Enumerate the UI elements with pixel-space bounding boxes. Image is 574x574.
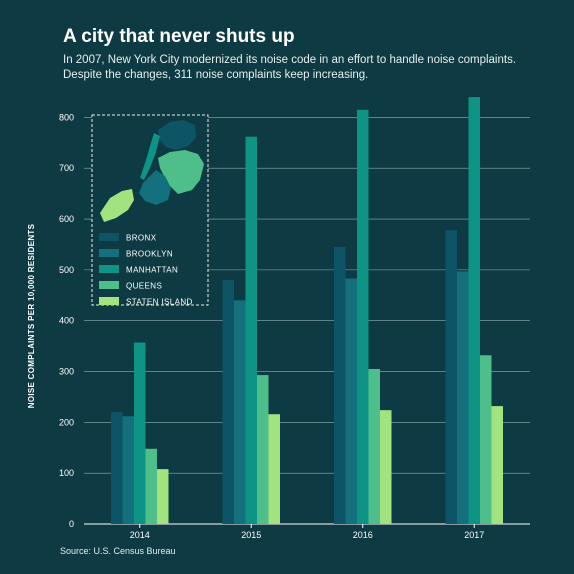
bar-manhattan-2017 bbox=[468, 97, 480, 525]
legend-label: BRONX bbox=[126, 234, 157, 243]
bar-bronx-2015 bbox=[222, 280, 234, 524]
subtitle-line-1: In 2007, New York City modernized its no… bbox=[63, 54, 517, 66]
nyc-borough-map bbox=[100, 120, 204, 222]
x-tick-label: 2015 bbox=[241, 530, 261, 540]
legend-swatch bbox=[99, 297, 119, 305]
y-tick-label: 300 bbox=[59, 367, 74, 377]
y-tick-label: 500 bbox=[59, 265, 74, 275]
bar-queens-2014 bbox=[145, 448, 157, 524]
bar-brooklyn-2014 bbox=[122, 416, 134, 524]
y-tick-label: 200 bbox=[59, 417, 74, 427]
brooklyn-shape bbox=[139, 170, 171, 205]
manhattan-shape bbox=[140, 133, 160, 180]
y-tick-label: 100 bbox=[59, 468, 74, 478]
y-axis-label: NOISE COMPLAINTS PER 10,000 RESIDENTS bbox=[27, 223, 36, 408]
bar-staten-island-2015 bbox=[268, 414, 280, 524]
y-axis-ticks: 0 100 200 300 400 500 600 700 800 bbox=[59, 112, 74, 529]
bar-queens-2017 bbox=[480, 355, 492, 524]
bar-staten-island-2017 bbox=[491, 406, 503, 524]
bar-brooklyn-2017 bbox=[457, 271, 469, 524]
legend-label: QUEENS bbox=[126, 282, 162, 291]
y-tick-label: 600 bbox=[59, 214, 74, 224]
chart-title: A city that never shuts up bbox=[63, 26, 295, 47]
legend-label: STATEN ISLAND bbox=[126, 298, 193, 307]
staten-island-shape bbox=[100, 189, 134, 222]
chart-subtitle: In 2007, New York City modernized its no… bbox=[63, 53, 563, 83]
legend-swatch bbox=[99, 249, 119, 257]
bar-manhattan-2015 bbox=[245, 136, 257, 524]
queens-shape bbox=[158, 150, 204, 194]
x-axis-ticks: 2014 2015 2016 2017 bbox=[130, 524, 484, 540]
bar-brooklyn-2016 bbox=[345, 278, 357, 524]
subtitle-line-2: Despite the changes, 311 noise complaint… bbox=[63, 69, 369, 81]
bronx-shape bbox=[158, 120, 196, 150]
y-tick-label: 800 bbox=[59, 112, 74, 122]
legend-swatch bbox=[99, 281, 119, 289]
bar-bronx-2016 bbox=[334, 247, 346, 524]
legend-label: BROOKLYN bbox=[126, 250, 173, 259]
legend: BRONX BROOKLYN MANHATTAN QUEENS STATEN ISLAN… bbox=[99, 233, 193, 307]
y-tick-label: 400 bbox=[59, 316, 74, 326]
bar-bronx-2017 bbox=[445, 230, 457, 525]
x-tick-label: 2016 bbox=[353, 530, 373, 540]
source-note: Source: U.S. Census Bureau bbox=[60, 546, 176, 556]
bar-brooklyn-2015 bbox=[234, 300, 246, 524]
bar-staten-island-2014 bbox=[157, 469, 169, 524]
bar-queens-2016 bbox=[368, 368, 380, 524]
bar-staten-island-2016 bbox=[380, 410, 392, 524]
x-tick-label: 2014 bbox=[130, 530, 150, 540]
legend-swatch bbox=[99, 233, 119, 241]
bars bbox=[111, 97, 503, 525]
legend-label: MANHATTAN bbox=[126, 266, 178, 275]
bar-manhattan-2016 bbox=[357, 109, 369, 524]
bar-bronx-2014 bbox=[111, 412, 123, 524]
legend-swatch bbox=[99, 265, 119, 273]
x-tick-label: 2017 bbox=[464, 530, 484, 540]
y-tick-label: 0 bbox=[69, 519, 74, 529]
y-tick-label: 700 bbox=[59, 163, 74, 173]
inset-map-legend: BRONX BROOKLYN MANHATTAN QUEENS STATEN ISLAN… bbox=[91, 114, 209, 307]
bar-manhattan-2014 bbox=[134, 342, 146, 524]
bar-queens-2015 bbox=[257, 375, 269, 524]
